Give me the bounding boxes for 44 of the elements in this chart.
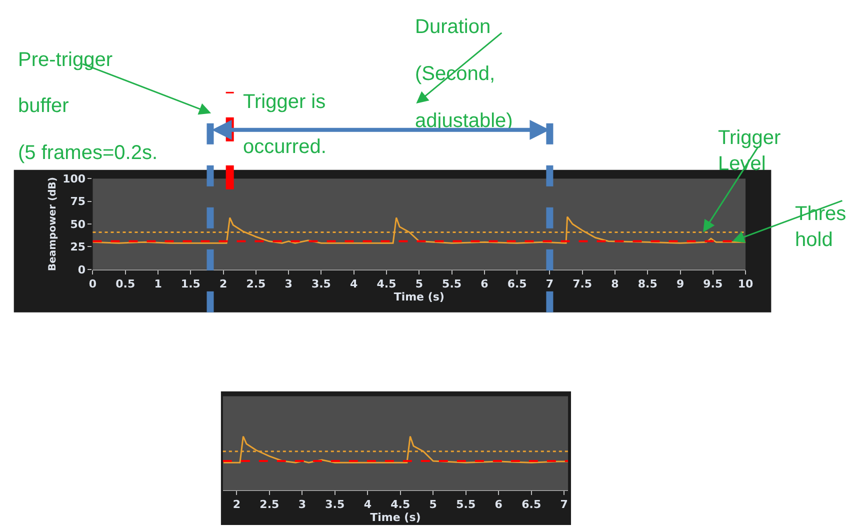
x-tick-label: 3.5 [325,498,345,512]
x-tick-label: 2.5 [260,498,280,512]
x-tick-label: 8 [611,278,619,291]
x-tick-label: 0.5 [116,278,136,291]
y-tick-label: 50 [70,218,86,231]
x-tick-label: 2.5 [246,278,266,291]
y-tick-label: 100 [62,172,86,186]
x-tick-label: 3 [298,498,306,512]
x-tick-label: 4.5 [376,278,396,291]
annotation: Thres hold [795,203,846,251]
text: Pre-trigger buffer (5 frames=0.2s. [18,49,158,164]
x-tick-label: 0 [88,278,97,291]
x-tick-label: 9.5 [703,278,723,291]
x-tick-label: 5 [415,278,423,291]
x-tick-label: 2 [219,278,228,291]
y-tick-label: 0 [78,263,86,276]
x-tick-label: 10 [738,278,754,291]
x-tick-label: 6 [480,278,489,291]
x-tick-label: 4 [350,278,358,291]
x-tick-label: 6 [494,498,503,512]
x-tick-label: 5.5 [442,278,462,291]
text: Trigger is occurred. [243,91,326,158]
x-tick-label: 4.5 [390,498,410,512]
x-tick-label: 9 [676,278,684,291]
x-tick-label: 2 [232,498,240,512]
x-tick-label: 7.5 [572,278,592,291]
x-tick-label: 4 [364,498,372,512]
x-tick-label: 7 [560,498,568,512]
x-axis-title: Time (s) [394,290,444,304]
y-tick-label: 25 [70,240,86,254]
x-tick-label: 6.5 [522,498,542,512]
x-tick-label: 3 [284,278,292,291]
x-tick-label: 5 [429,498,437,512]
x-tick-label: 7 [546,278,554,291]
x-tick-label: 1.5 [180,278,200,291]
x-axis-title: Time (s) [370,511,421,524]
x-tick-label: 1 [154,278,162,291]
x-tick-label: 3.5 [311,278,331,291]
line-series [92,216,746,244]
x-tick-label: 5.5 [456,498,476,512]
x-tick-label: 6.5 [507,278,527,291]
x-tick-label: 8.5 [638,278,658,291]
y-tick-label: 75 [70,195,86,208]
y-axis-title: Beampower (dB) [48,177,59,272]
